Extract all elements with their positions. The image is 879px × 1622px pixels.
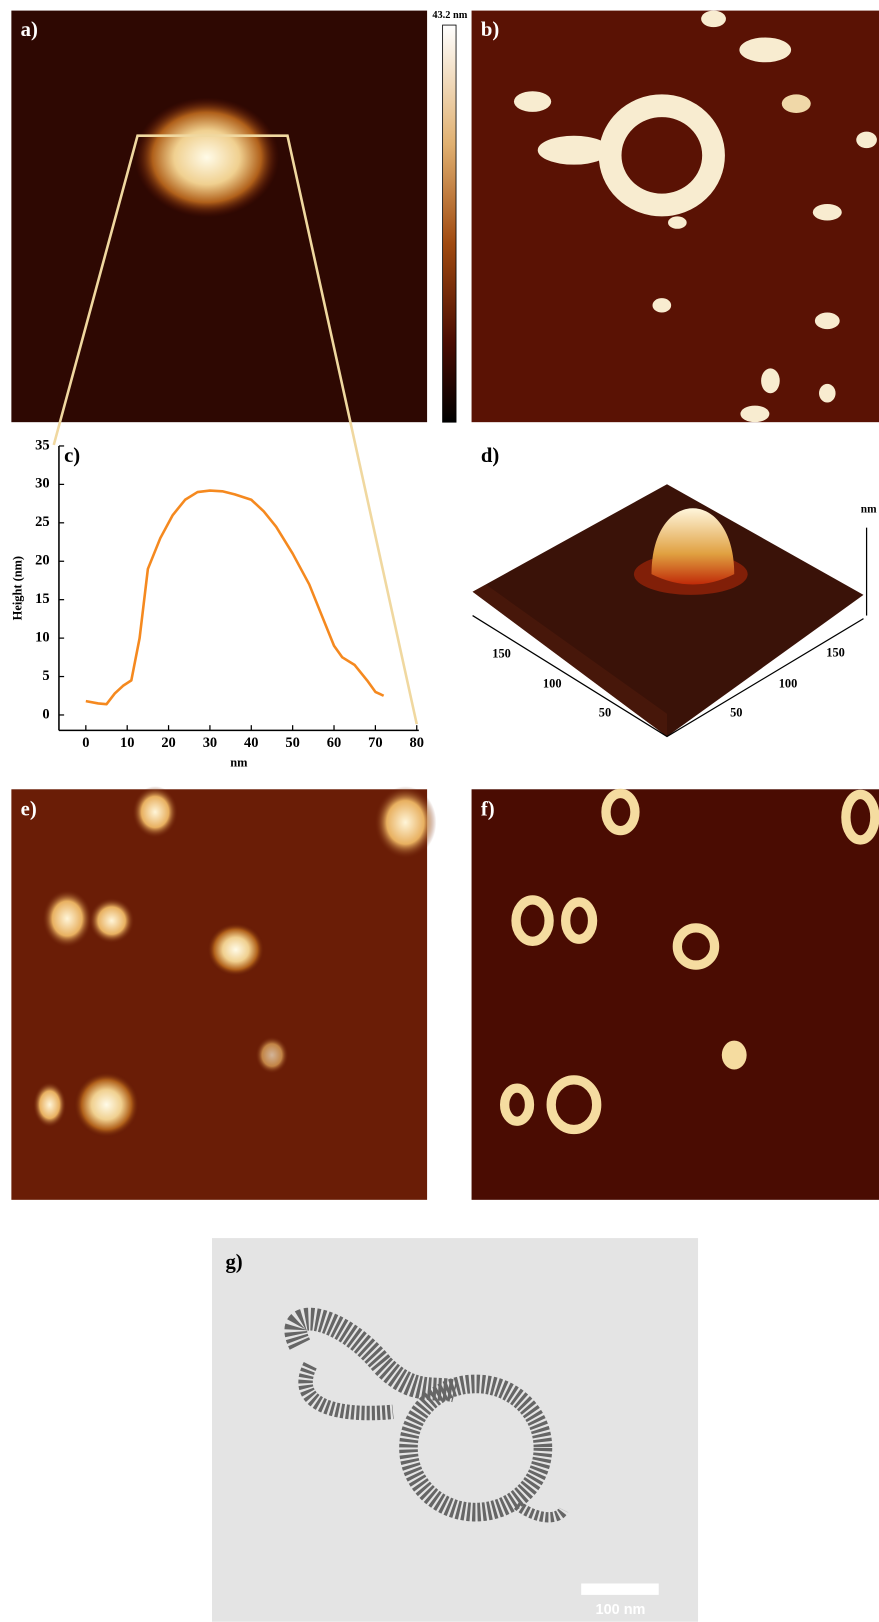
particle [134,97,279,217]
particle [374,786,436,858]
panel-label: e) [21,799,37,821]
y-tick-label: 30 [35,476,49,492]
afm-image [11,789,427,1200]
particle [761,368,780,393]
y-tick-label: 25 [35,514,49,530]
particle [33,1082,66,1128]
x-tick-label: 80 [410,735,424,751]
particle [668,216,687,228]
x-tick-label: 30 [203,735,217,751]
y-axis-label: Height (nm) [10,556,24,620]
particle [42,890,92,948]
panel-label: b) [481,19,499,41]
y-tick-label: 5 [42,668,49,684]
particle [819,384,836,403]
particle [255,1036,288,1073]
tick-label: 150 [826,646,845,660]
panel-d: d) 150 100 50 150 100 50 nm [473,445,877,736]
panel-e: e) [11,786,436,1200]
x-axis-label: nm [230,755,248,769]
particle [740,406,769,423]
panel-a: a) 43.2 nm [11,10,467,422]
particle [132,786,178,838]
tick-label: 50 [599,706,611,720]
panel-f: f) [472,789,879,1200]
panel-b: b) [472,11,879,423]
scale-bar-label: 100 nm [596,1602,646,1618]
x-tick-label: 70 [368,735,382,751]
particle [722,1041,747,1070]
figure: a) 43.2 nm b) 0 5 10 15 20 25 30 35 0 10 20 30 40 50 6… [0,0,879,1622]
panel-label: g) [225,1252,242,1274]
particle [701,11,726,28]
x-tick-label: 40 [244,735,258,751]
panel-label: d) [481,445,499,467]
particle [514,91,551,112]
line-chart: 0 5 10 15 20 25 30 35 0 10 20 30 40 50 60 70 80 nm Height … [10,437,424,769]
tick-label: 50 [730,706,742,720]
x-tick-label: 50 [285,735,299,751]
particle [739,37,791,62]
particle [813,204,842,221]
particle [73,1072,139,1138]
particle [815,313,840,330]
panel-g: g) 100 nm [212,1238,698,1622]
y-tick-label: 10 [35,629,49,645]
x-tick-label: 60 [327,735,341,751]
colorbar-label: 43.2 nm [432,10,467,21]
x-tick-label: 10 [120,735,134,751]
y-tick-label: 15 [35,591,49,607]
tem-image [212,1238,698,1622]
x-tick-label: 0 [82,735,89,751]
tick-label: 100 [779,677,798,691]
particle [89,898,135,944]
panel-label: a) [21,19,38,41]
tick-label: 100 [543,677,562,691]
y-tick-label: 0 [42,706,49,722]
line [86,491,384,705]
particle [653,298,672,312]
particle [207,923,265,977]
afm-image [472,789,879,1200]
panel-label: f) [481,799,495,821]
particle [782,94,811,113]
panel-label: c) [64,445,80,467]
scale-bar [581,1583,659,1594]
axis-unit: nm [861,504,877,516]
y-tick-label: 35 [35,437,49,453]
colorbar [443,25,456,422]
particle [538,136,610,165]
tick-label: 150 [492,647,511,661]
y-tick-label: 20 [35,553,49,569]
x-tick-label: 20 [161,735,175,751]
particle [856,132,877,149]
